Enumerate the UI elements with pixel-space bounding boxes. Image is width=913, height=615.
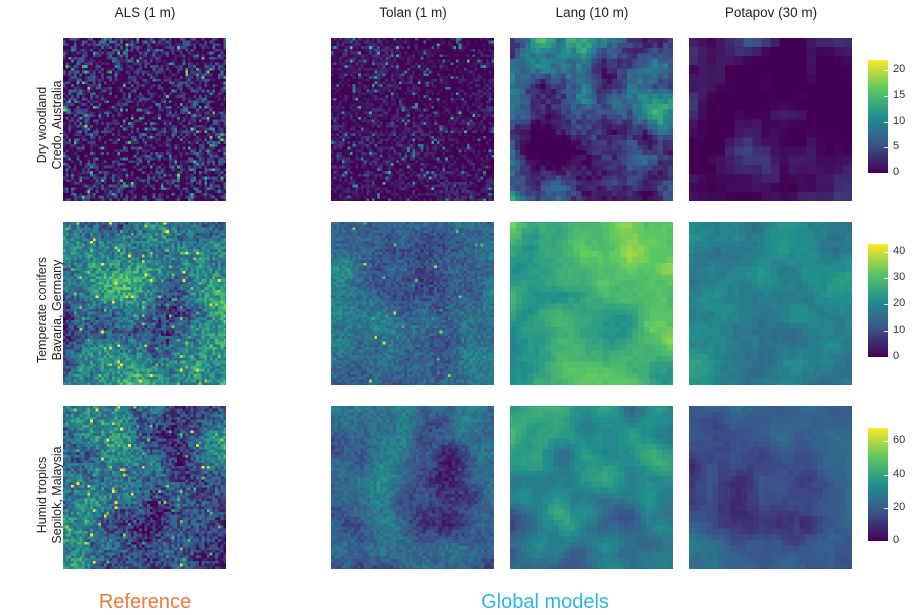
column-title-tolan: Tolan (1 m) <box>328 5 498 20</box>
colorbar-tick-mark <box>884 474 888 476</box>
colorbar-tick-label: 30 <box>893 271 905 283</box>
column-title-potapov: Potapov (30 m) <box>686 5 856 20</box>
reference-label: Reference <box>60 591 230 614</box>
colorbar-tick-mark <box>884 507 888 509</box>
colorbar-tick-label: 0 <box>893 166 899 178</box>
colorbar-tick-mark <box>884 357 888 358</box>
map-humid-tropics-potapov <box>689 406 852 569</box>
colorbar-tick-mark <box>884 441 888 443</box>
colorbar-tick-mark <box>884 330 888 332</box>
colorbar-tick-mark <box>884 251 888 253</box>
colorbar-tick-label: 20 <box>893 63 905 75</box>
colorbar-tick-mark <box>884 70 888 72</box>
map-dry-woodland-lang <box>510 38 673 201</box>
row-label-humid-tropics: Humid tropics Sepilok, Malaysia <box>35 410 65 580</box>
map-humid-tropics-lang <box>510 406 673 569</box>
colorbar-tick-mark <box>884 121 888 123</box>
map-dry-woodland-als <box>63 38 226 201</box>
colorbar-tick-mark <box>884 304 888 306</box>
map-temperate-conifers-lang <box>510 222 673 385</box>
map-temperate-conifers-als <box>63 222 226 385</box>
row-label-line1: Temperate conifers <box>35 225 50 395</box>
colorbar-tick-mark <box>884 278 888 280</box>
colorbar-tick-mark <box>884 541 888 542</box>
column-title-als: ALS (1 m) <box>60 5 230 20</box>
colorbar-temperate-conifers <box>868 244 888 357</box>
colorbar-tick-label: 5 <box>893 140 899 152</box>
colorbar-tick-mark <box>884 147 888 149</box>
map-temperate-conifers-tolan <box>331 222 494 385</box>
colorbar-tick-mark <box>884 95 888 97</box>
colorbar-tick-label: 0 <box>893 534 899 546</box>
global-models-label: Global models <box>420 591 670 614</box>
row-label-line1: Dry woodland <box>35 40 50 210</box>
colorbar-tick-label: 0 <box>893 350 899 362</box>
colorbar-tick-mark <box>884 173 888 174</box>
column-title-lang: Lang (10 m) <box>507 5 677 20</box>
colorbar-tick-label: 60 <box>893 434 905 446</box>
row-label-dry-woodland: Dry woodland Credo, Australia <box>35 40 65 210</box>
row-label-line1: Humid tropics <box>35 410 50 580</box>
colorbar-tick-label: 15 <box>893 89 905 101</box>
row-label-temperate-conifers: Temperate conifers Bavaria, Germany <box>35 225 65 395</box>
map-dry-woodland-potapov <box>689 38 852 201</box>
map-dry-woodland-tolan <box>331 38 494 201</box>
colorbar-tick-label: 20 <box>893 501 905 513</box>
colorbar-tick-label: 10 <box>893 324 905 336</box>
map-temperate-conifers-potapov <box>689 222 852 385</box>
colorbar-tick-label: 10 <box>893 115 905 127</box>
colorbar-tick-label: 40 <box>893 245 905 257</box>
colorbar-dry-woodland <box>868 60 888 173</box>
colorbar-tick-label: 40 <box>893 468 905 480</box>
colorbar-tick-label: 20 <box>893 297 905 309</box>
map-humid-tropics-tolan <box>331 406 494 569</box>
map-humid-tropics-als <box>63 406 226 569</box>
colorbar-humid-tropics <box>868 428 888 541</box>
